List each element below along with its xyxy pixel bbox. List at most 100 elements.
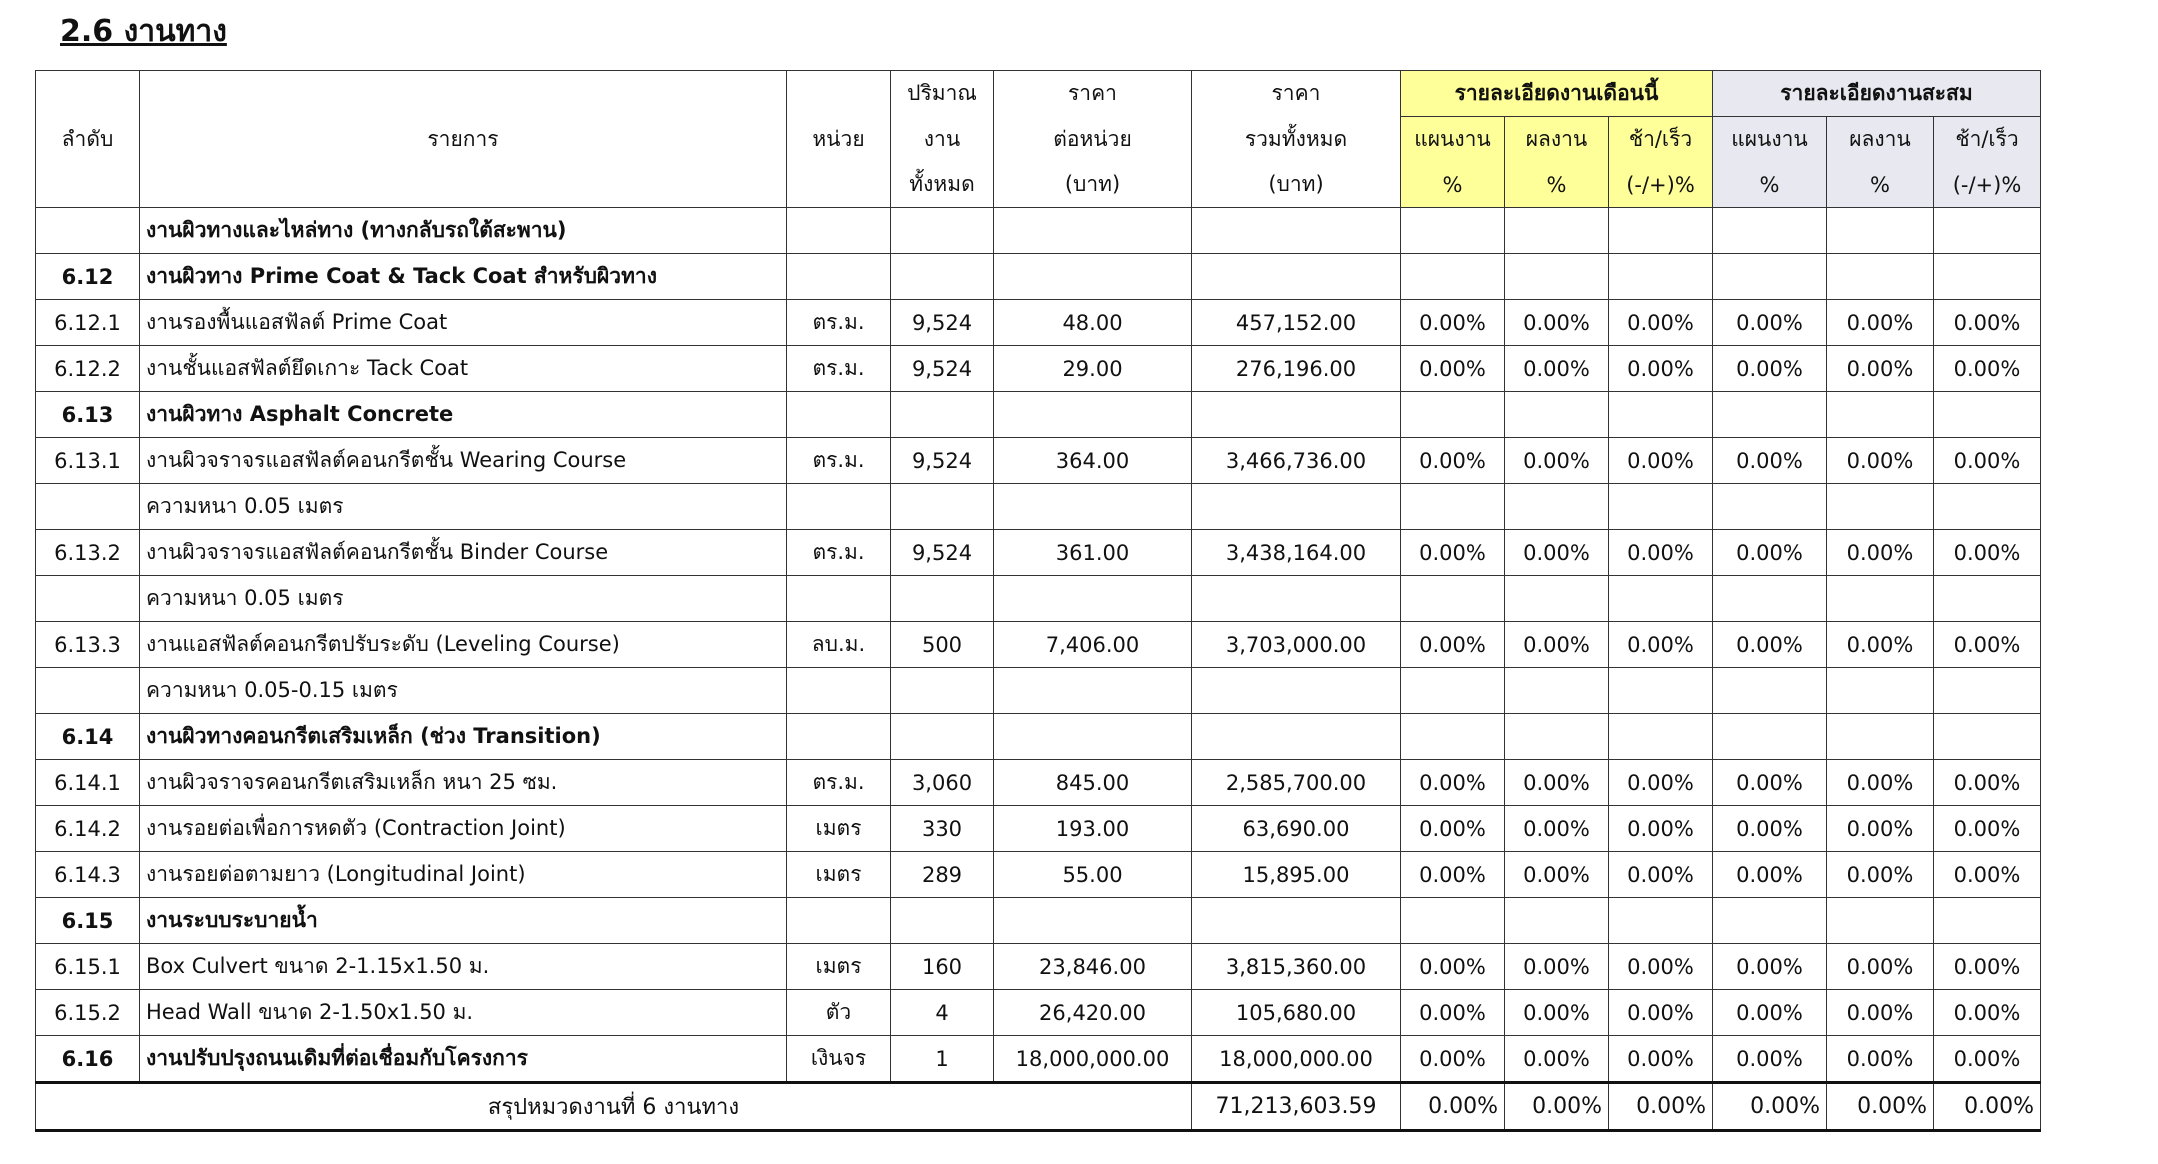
quantity: 1 bbox=[890, 1035, 994, 1083]
item-number: 6.14.2 bbox=[35, 805, 140, 852]
total-price: 15,895.00 bbox=[1191, 851, 1401, 898]
header-cell: หน่วย bbox=[786, 70, 891, 208]
total-price bbox=[1191, 667, 1401, 714]
quantity: 330 bbox=[890, 805, 994, 852]
unit-price: 193.00 bbox=[993, 805, 1192, 852]
percent: 0.00% bbox=[1933, 621, 2041, 668]
unit-price: 7,406.00 bbox=[993, 621, 1192, 668]
table-row: 6.13 งานผิวทาง Asphalt Concrete bbox=[35, 391, 2041, 438]
total-price bbox=[1191, 897, 1401, 944]
percent: 0.00% bbox=[1933, 759, 2041, 806]
sub-header: % bbox=[1504, 162, 1609, 208]
percent bbox=[1400, 483, 1505, 530]
sub-header: แผนงาน bbox=[1712, 116, 1827, 162]
quantity: 9,524 bbox=[890, 529, 994, 576]
item-number: 6.13.3 bbox=[35, 621, 140, 668]
header-cell: รวมทั้งหมด bbox=[1191, 116, 1401, 162]
item-name: ความหนา 0.05 เมตร bbox=[139, 483, 787, 530]
item-name: งานแอสฟัลต์คอนกรีตปรับระดับ (Leveling Co… bbox=[139, 621, 787, 668]
unit-price: 364.00 bbox=[993, 437, 1192, 484]
percent: 0.00% bbox=[1826, 989, 1934, 1036]
percent: 0.00% bbox=[1826, 1035, 1934, 1083]
item-name: งานปรับปรุงถนนเดิมที่ต่อเชื่อมกับโครงการ bbox=[139, 1035, 787, 1083]
table-row: 6.15.2 Head Wall ขนาด 2-1.50x1.50 ม. ตัว 4 2… bbox=[35, 989, 2041, 1036]
percent bbox=[1712, 713, 1827, 760]
quantity: 9,524 bbox=[890, 345, 994, 392]
item-number: 6.14.1 bbox=[35, 759, 140, 806]
percent bbox=[1933, 667, 2041, 714]
total-price: 18,000,000.00 bbox=[1191, 1035, 1401, 1083]
total-price: 105,680.00 bbox=[1191, 989, 1401, 1036]
table-row: 6.12.1 งานรองพื้นแอสฟัลต์ Prime Coat ตร.ม.… bbox=[35, 299, 2041, 346]
percent: 0.00% bbox=[1608, 345, 1713, 392]
percent: 0.00% bbox=[1400, 943, 1505, 990]
item-name: งานผิวทางและไหล่ทาง (ทางกลับรถใต้สะพาน) bbox=[139, 207, 787, 254]
percent: 0.00% bbox=[1608, 989, 1713, 1036]
percent bbox=[1826, 667, 1934, 714]
unit-price bbox=[993, 483, 1192, 530]
header-row: งาน ต่อหน่วย รวมทั้งหมด แผนงาน ผลงาน ช้า/เร็ว… bbox=[36, 116, 2041, 162]
table-row: ความหนา 0.05-0.15 เมตร bbox=[35, 667, 2041, 714]
percent: 0.00% bbox=[1826, 851, 1934, 898]
percent: 0.00% bbox=[1826, 943, 1934, 990]
percent: 0.00% bbox=[1400, 851, 1505, 898]
percent bbox=[1608, 253, 1713, 300]
percent bbox=[1826, 575, 1934, 622]
unit bbox=[786, 713, 891, 760]
summary-percent: 0.00% bbox=[1933, 1081, 2041, 1132]
percent: 0.00% bbox=[1933, 805, 2041, 852]
percent: 0.00% bbox=[1933, 345, 2041, 392]
unit: ตัว bbox=[786, 989, 891, 1036]
percent bbox=[1504, 253, 1609, 300]
percent bbox=[1608, 713, 1713, 760]
percent: 0.00% bbox=[1826, 759, 1934, 806]
percent bbox=[1826, 713, 1934, 760]
percent bbox=[1712, 897, 1827, 944]
unit: เมตร bbox=[786, 805, 891, 852]
header-row: ทั้งหมด (บาท) (บาท)%% (-/+)%%% (-/+)% bbox=[36, 162, 2041, 208]
table-row: 6.16 งานปรับปรุงถนนเดิมที่ต่อเชื่อมกับโคร… bbox=[35, 1035, 2041, 1083]
unit-price bbox=[993, 713, 1192, 760]
quantity: 4 bbox=[890, 989, 994, 1036]
item-number: 6.12.2 bbox=[35, 345, 140, 392]
percent bbox=[1608, 575, 1713, 622]
total-price: 3,703,000.00 bbox=[1191, 621, 1401, 668]
item-number: 6.12 bbox=[35, 253, 140, 300]
unit-price: 55.00 bbox=[993, 851, 1192, 898]
percent: 0.00% bbox=[1400, 621, 1505, 668]
percent: 0.00% bbox=[1400, 989, 1505, 1036]
item-name: ความหนา 0.05-0.15 เมตร bbox=[139, 667, 787, 714]
sub-header: % bbox=[1400, 162, 1505, 208]
percent: 0.00% bbox=[1712, 851, 1827, 898]
unit-price bbox=[993, 391, 1192, 438]
unit bbox=[786, 575, 891, 622]
table-row: 6.14.3 งานรอยต่อตามยาว (Longitudinal Join… bbox=[35, 851, 2041, 898]
percent: 0.00% bbox=[1826, 299, 1934, 346]
table-row: 6.13.3 งานแอสฟัลต์คอนกรีตปรับระดับ (Level… bbox=[35, 621, 2041, 668]
percent bbox=[1608, 483, 1713, 530]
percent bbox=[1608, 207, 1713, 254]
item-name: Box Culvert ขนาด 2-1.15x1.50 ม. bbox=[139, 943, 787, 990]
table-row: 6.13.1 งานผิวจราจรแอสฟัลต์คอนกรีตชั้น Wea… bbox=[35, 437, 2041, 484]
quantity bbox=[890, 575, 994, 622]
percent: 0.00% bbox=[1933, 851, 2041, 898]
percent bbox=[1933, 207, 2041, 254]
sub-header: % bbox=[1826, 162, 1934, 208]
percent: 0.00% bbox=[1608, 943, 1713, 990]
header-cell: ต่อหน่วย bbox=[993, 116, 1192, 162]
percent: 0.00% bbox=[1608, 805, 1713, 852]
header-cell: งาน bbox=[890, 116, 994, 162]
unit: ตร.ม. bbox=[786, 437, 891, 484]
total-price: 63,690.00 bbox=[1191, 805, 1401, 852]
unit-price bbox=[993, 207, 1192, 254]
percent: 0.00% bbox=[1400, 529, 1505, 576]
percent: 0.00% bbox=[1826, 437, 1934, 484]
total-price: 2,585,700.00 bbox=[1191, 759, 1401, 806]
quantity: 160 bbox=[890, 943, 994, 990]
percent: 0.00% bbox=[1826, 621, 1934, 668]
percent: 0.00% bbox=[1504, 299, 1609, 346]
percent: 0.00% bbox=[1608, 1035, 1713, 1083]
percent: 0.00% bbox=[1712, 437, 1827, 484]
percent: 0.00% bbox=[1933, 943, 2041, 990]
